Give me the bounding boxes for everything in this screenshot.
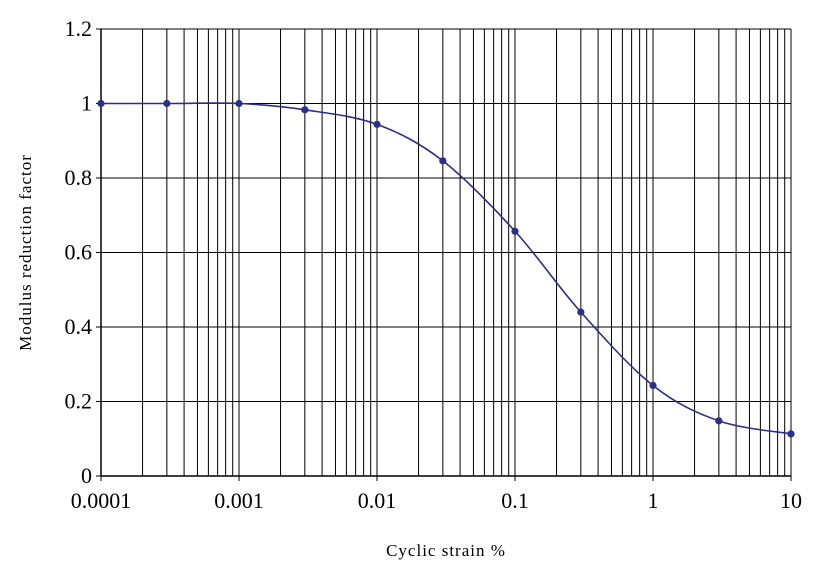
data-point xyxy=(511,227,519,235)
y-tick-label: 0.8 xyxy=(65,165,93,190)
axes xyxy=(96,28,792,481)
data-point xyxy=(577,308,585,316)
data-series xyxy=(97,99,795,438)
y-tick-label: 0.2 xyxy=(65,389,93,414)
data-point xyxy=(715,417,723,425)
x-tick-label: 1 xyxy=(648,488,659,513)
y-axis-title: Modulus reduction factor xyxy=(16,154,35,351)
data-point xyxy=(235,99,243,108)
y-tick-label: 1.2 xyxy=(65,16,93,41)
series-line xyxy=(100,102,792,435)
data-point xyxy=(373,120,381,128)
data-point xyxy=(649,381,657,390)
tick-labels: 0 0.2 0.4 0.6 0.8 1 1.2 0.0001 0.001 0.01 0.1 1 10 xyxy=(65,16,803,513)
y-tick-label: 1 xyxy=(81,91,92,116)
y-tick-label: 0 xyxy=(81,463,92,488)
x-axis-title: Cyclic strain % xyxy=(386,541,506,560)
grid xyxy=(100,28,792,477)
data-point xyxy=(787,430,795,438)
x-tick-label: 0.001 xyxy=(214,488,264,513)
y-tick-label: 0.4 xyxy=(65,314,93,339)
x-tick-label: 10 xyxy=(780,488,802,513)
data-point xyxy=(97,99,105,108)
y-tick-label: 0.6 xyxy=(65,240,93,265)
data-point xyxy=(439,157,447,165)
x-tick-label: 0.1 xyxy=(501,488,529,513)
data-point xyxy=(301,106,309,114)
x-tick-label: 0.0001 xyxy=(71,488,132,513)
data-point xyxy=(163,99,171,108)
x-tick-label: 0.01 xyxy=(358,488,397,513)
